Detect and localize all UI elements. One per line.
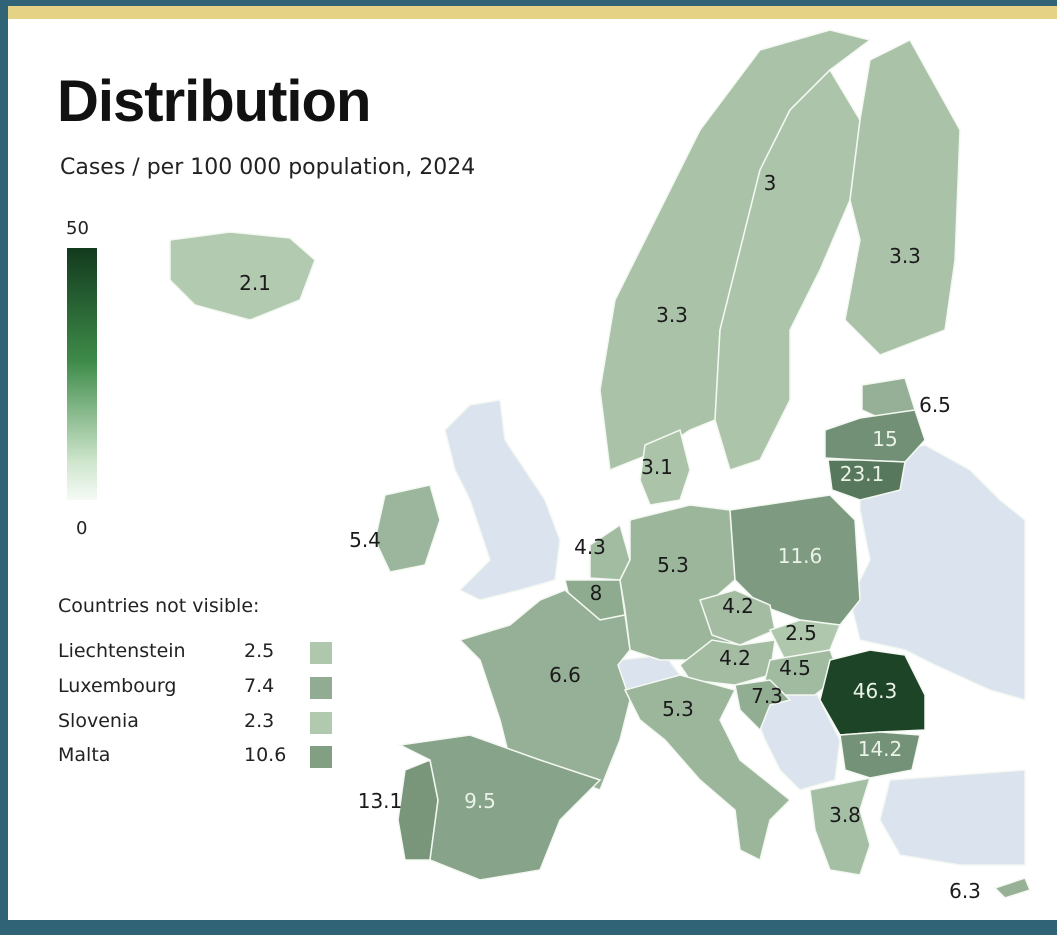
country-italy <box>623 674 792 862</box>
label-denmark: 3.1 <box>641 455 673 479</box>
not-visible-row: Malta 10.6 <box>58 744 338 770</box>
label-netherlands: 4.3 <box>574 535 606 559</box>
country-cyprus <box>993 877 1032 899</box>
country-uk <box>444 399 561 601</box>
country-latvia <box>824 409 926 463</box>
color-swatch <box>310 677 332 699</box>
label-lithuania: 23.1 <box>840 462 885 486</box>
label-iceland: 2.1 <box>239 271 271 295</box>
country-value: 2.3 <box>244 710 275 732</box>
subtitle: Cases / per 100 000 population, 2024 <box>60 155 476 180</box>
country-ireland <box>374 484 441 573</box>
label-hungary: 4.5 <box>779 656 811 680</box>
label-bulgaria: 14.2 <box>858 737 903 761</box>
country-name: Luxembourg <box>58 675 177 697</box>
label-slovakia: 2.5 <box>785 621 817 645</box>
color-swatch <box>310 712 332 734</box>
not-visible-title: Countries not visible: <box>58 595 260 617</box>
not-visible-row: Slovenia 2.3 <box>58 710 338 736</box>
country-greece <box>809 777 872 876</box>
scale-max-label: 50 <box>66 218 89 239</box>
color-swatch <box>310 642 332 664</box>
header-stripe <box>8 6 1057 19</box>
country-lithuania <box>827 459 906 501</box>
country-belarus-ukraine-russia <box>849 444 1026 701</box>
label-latvia: 15 <box>872 427 897 451</box>
label-germany: 5.3 <box>657 553 689 577</box>
country-slovakia <box>768 619 842 661</box>
country-iceland <box>169 231 316 321</box>
country-value: 10.6 <box>244 744 287 766</box>
country-turkey <box>879 769 1026 866</box>
label-ireland: 5.4 <box>349 528 381 552</box>
label-norway: 3.3 <box>656 303 688 327</box>
label-estonia: 6.5 <box>919 393 951 417</box>
country-name: Slovenia <box>58 710 139 732</box>
label-italy: 5.3 <box>662 697 694 721</box>
label-finland: 3.3 <box>889 244 921 268</box>
label-portugal: 13.1 <box>358 789 403 813</box>
label-cyprus: 6.3 <box>949 879 981 903</box>
country-name: Malta <box>58 744 111 766</box>
label-france: 6.6 <box>549 663 581 687</box>
country-finland <box>844 39 961 356</box>
not-visible-row: Liechtenstein 2.5 <box>58 640 338 666</box>
label-belgium: 8 <box>590 581 603 605</box>
label-greece: 3.8 <box>829 803 861 827</box>
country-name: Liechtenstein <box>58 640 186 662</box>
country-value: 2.5 <box>244 640 275 662</box>
label-sweden: 3 <box>764 171 777 195</box>
color-swatch <box>310 746 332 768</box>
country-croatia <box>734 679 792 732</box>
country-spain <box>397 734 602 881</box>
label-spain: 9.5 <box>464 789 496 813</box>
label-romania: 46.3 <box>853 679 898 703</box>
label-croatia: 7.3 <box>751 684 783 708</box>
country-value: 7.4 <box>244 675 275 697</box>
country-romania <box>819 649 926 736</box>
country-bulgaria <box>839 731 921 779</box>
label-poland: 11.6 <box>778 544 823 568</box>
page-title: Distribution <box>57 69 371 134</box>
label-czechia: 4.2 <box>722 594 754 618</box>
country-balkans <box>748 689 841 791</box>
label-austria: 4.2 <box>719 646 751 670</box>
country-denmark <box>639 428 691 506</box>
not-visible-row: Luxembourg 7.4 <box>58 675 338 701</box>
scale-min-label: 0 <box>76 518 88 539</box>
color-scale-bar <box>67 248 97 500</box>
